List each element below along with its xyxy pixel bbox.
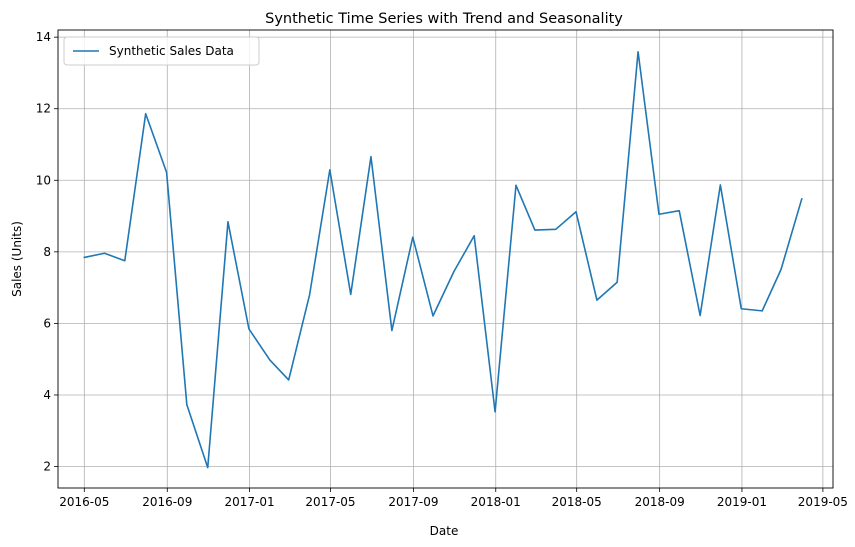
chart-title: Synthetic Time Series with Trend and Sea… xyxy=(265,11,623,27)
data-point xyxy=(103,252,106,255)
y-tick-label: 6 xyxy=(43,316,51,330)
data-point xyxy=(761,309,764,312)
data-point xyxy=(308,293,311,296)
x-axis-label: Date xyxy=(430,524,459,538)
x-tick-label: 2017-05 xyxy=(305,495,355,509)
data-point xyxy=(206,466,209,469)
x-tick-label: 2017-09 xyxy=(388,495,438,509)
data-point xyxy=(165,171,168,174)
data-point xyxy=(575,210,578,213)
x-tick-label: 2018-05 xyxy=(552,495,602,509)
data-point xyxy=(740,307,743,310)
y-tick-label: 14 xyxy=(36,30,51,44)
data-point xyxy=(780,268,783,271)
data-point xyxy=(123,259,126,262)
data-point xyxy=(369,155,372,158)
data-point xyxy=(616,281,619,284)
data-point xyxy=(800,197,803,200)
x-tick-label: 2016-05 xyxy=(59,495,109,509)
grid-lines xyxy=(58,30,833,488)
data-point xyxy=(554,228,557,231)
y-tick-label: 4 xyxy=(43,388,51,402)
y-axis: 2 4 6 8 10 12 14 xyxy=(36,30,58,474)
data-point xyxy=(268,358,271,361)
x-tick-label: 2017-01 xyxy=(224,495,274,509)
data-point xyxy=(226,220,229,223)
y-tick-label: 10 xyxy=(36,173,51,187)
data-point xyxy=(595,299,598,302)
data-point xyxy=(82,256,85,259)
data-point xyxy=(678,209,681,212)
series-line xyxy=(83,51,803,469)
data-point xyxy=(473,234,476,237)
data-point xyxy=(349,293,352,296)
y-axis-label: Sales (Units) xyxy=(10,221,24,297)
data-point xyxy=(533,229,536,232)
data-point xyxy=(452,270,455,273)
data-point xyxy=(657,213,660,216)
x-tick-label: 2019-01 xyxy=(717,495,767,509)
x-tick-label: 2019-05 xyxy=(798,495,848,509)
legend: Synthetic Sales Data xyxy=(63,36,260,66)
x-axis: 2016-05 2016-09 2017-01 2017-05 2017-09 2018-… xyxy=(59,488,848,509)
y-tick-label: 8 xyxy=(43,245,51,259)
plot-area xyxy=(57,29,834,489)
data-point xyxy=(699,314,702,317)
data-point xyxy=(719,183,722,186)
x-tick-label: 2016-09 xyxy=(142,495,192,509)
y-tick-label: 12 xyxy=(36,102,51,116)
y-tick-label: 2 xyxy=(43,460,51,474)
legend-label: Synthetic Sales Data xyxy=(109,44,234,58)
data-point xyxy=(185,403,188,406)
data-point xyxy=(494,410,497,413)
data-point xyxy=(390,329,393,332)
data-point xyxy=(411,236,414,239)
data-point xyxy=(637,50,640,53)
x-tick-label: 2018-09 xyxy=(635,495,685,509)
data-point xyxy=(514,184,517,187)
legend-box xyxy=(63,36,260,66)
data-point xyxy=(247,327,250,330)
data-point xyxy=(287,378,290,381)
series-layer xyxy=(82,50,803,469)
data-point xyxy=(432,314,435,317)
data-point xyxy=(328,168,331,171)
data-point xyxy=(144,112,147,115)
x-tick-label: 2018-01 xyxy=(471,495,521,509)
